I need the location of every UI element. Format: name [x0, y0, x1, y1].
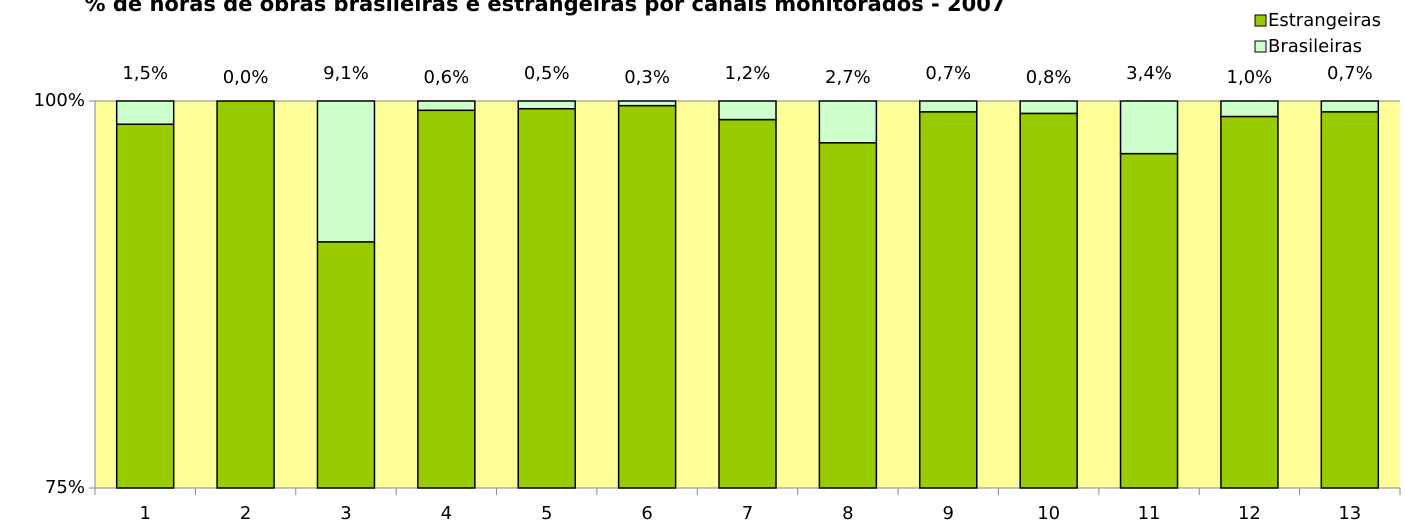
value-label: 2,7%	[825, 67, 871, 88]
bar-segment	[718, 118, 777, 489]
value-label: 1,0%	[1227, 67, 1273, 88]
legend-swatch	[1254, 40, 1267, 53]
bar-segment	[1019, 112, 1078, 489]
value-label: 0,7%	[1327, 63, 1373, 84]
y-tick-label: 100%	[34, 90, 85, 111]
x-tick-label: 13	[1338, 503, 1361, 524]
value-label: 0,6%	[423, 67, 469, 88]
bar-segment	[718, 100, 777, 121]
bar-segment	[919, 111, 978, 489]
value-label: 1,5%	[122, 63, 168, 84]
bar-segment	[1119, 152, 1179, 489]
x-tick-label: 4	[441, 503, 452, 524]
y-tick-label: 75%	[45, 477, 85, 498]
bar-segment	[316, 241, 376, 489]
x-tick-label: 6	[641, 503, 652, 524]
bar-segment	[115, 100, 175, 125]
x-tick-label: 1	[139, 503, 150, 524]
legend-label: Estrangeiras	[1268, 10, 1381, 31]
bar-segment	[1320, 111, 1380, 489]
value-label: 9,1%	[323, 63, 369, 84]
bar-segment	[1220, 100, 1279, 118]
value-label: 0,5%	[524, 63, 570, 84]
value-label: 0,3%	[624, 67, 670, 88]
bar-segment	[517, 100, 576, 110]
value-label: 0,8%	[1026, 67, 1072, 88]
bar-segment	[617, 104, 677, 489]
x-tick-label: 12	[1238, 503, 1261, 524]
legend-label: Brasileiras	[1268, 36, 1362, 57]
x-tick-label: 8	[842, 503, 853, 524]
bar-segment	[1019, 100, 1078, 115]
bar-segment	[1119, 100, 1179, 155]
bar-segment	[818, 142, 878, 489]
value-label: 1,2%	[725, 63, 771, 84]
x-tick-label: 3	[340, 503, 351, 524]
value-label: 0,7%	[925, 63, 971, 84]
value-label: 3,4%	[1126, 63, 1172, 84]
bar-segment	[818, 100, 878, 144]
legend-swatch	[1254, 14, 1267, 27]
bar-segment	[417, 109, 476, 489]
bar-segment	[216, 100, 275, 489]
x-tick-label: 2	[240, 503, 251, 524]
bar-segment	[1320, 100, 1380, 113]
chart-title: % de horas de obras brasileiras e estran…	[84, 0, 1006, 16]
bar-segment	[517, 107, 576, 489]
x-tick-label: 7	[742, 503, 753, 524]
bar-segment	[617, 100, 677, 107]
bar-segment	[316, 100, 376, 243]
bar-segment	[1220, 115, 1279, 489]
x-tick-label: 5	[541, 503, 552, 524]
bar-segment	[919, 100, 978, 113]
value-label: 0,0%	[223, 67, 269, 88]
x-tick-label: 10	[1037, 503, 1060, 524]
x-tick-label: 9	[943, 503, 954, 524]
bar-segment	[417, 100, 476, 112]
x-tick-label: 11	[1138, 503, 1161, 524]
bar-segment	[115, 123, 175, 489]
